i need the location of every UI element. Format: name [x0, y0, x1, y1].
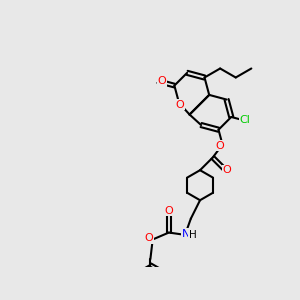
Text: Cl: Cl [239, 115, 250, 125]
Text: O: O [176, 100, 184, 110]
Text: N: N [182, 229, 190, 239]
Text: H: H [189, 230, 196, 240]
Text: O: O [216, 141, 224, 151]
Text: O: O [158, 76, 166, 86]
Text: O: O [164, 206, 173, 216]
Text: O: O [145, 233, 154, 243]
Text: O: O [222, 165, 231, 175]
